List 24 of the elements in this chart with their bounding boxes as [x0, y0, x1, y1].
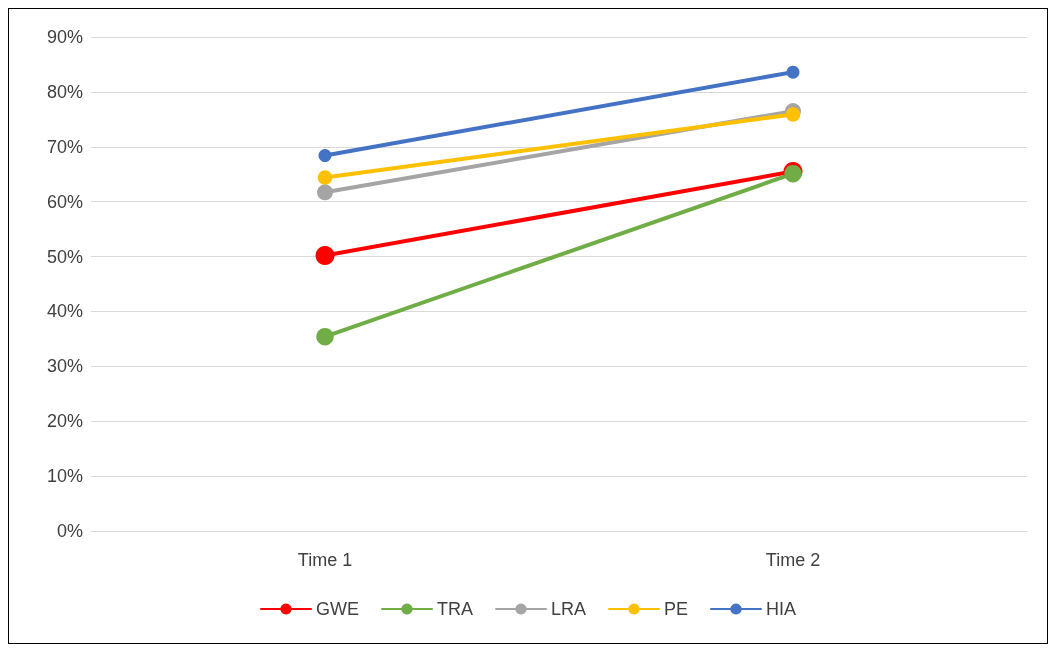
y-tick-label: 60%	[46, 191, 83, 212]
y-tick-label: 30%	[46, 356, 83, 377]
legend-label: GWE	[315, 599, 359, 619]
y-tick-label: 50%	[46, 246, 83, 267]
point	[317, 170, 333, 185]
x-tick-label: Time 2	[765, 550, 821, 570]
y-tick-label: 0%	[56, 521, 83, 541]
y-tick-label: 40%	[46, 301, 83, 322]
y-tick-label: 70%	[46, 136, 83, 157]
y-tick-label: 20%	[46, 411, 83, 432]
y-tick-label: 10%	[46, 466, 83, 487]
point	[786, 65, 800, 79]
point	[315, 245, 335, 265]
x-tick-label: Time 1	[297, 550, 353, 570]
point	[317, 184, 333, 201]
y-tick-label: 80%	[46, 81, 83, 102]
point	[316, 327, 334, 346]
legend-label: TRA	[436, 599, 473, 619]
legend-label: LRA	[550, 599, 586, 619]
y-tick-label: 90%	[46, 27, 83, 47]
legend-label: PE	[664, 599, 689, 619]
point	[785, 107, 801, 122]
point	[318, 149, 332, 163]
legend-label: HIA	[766, 599, 797, 619]
